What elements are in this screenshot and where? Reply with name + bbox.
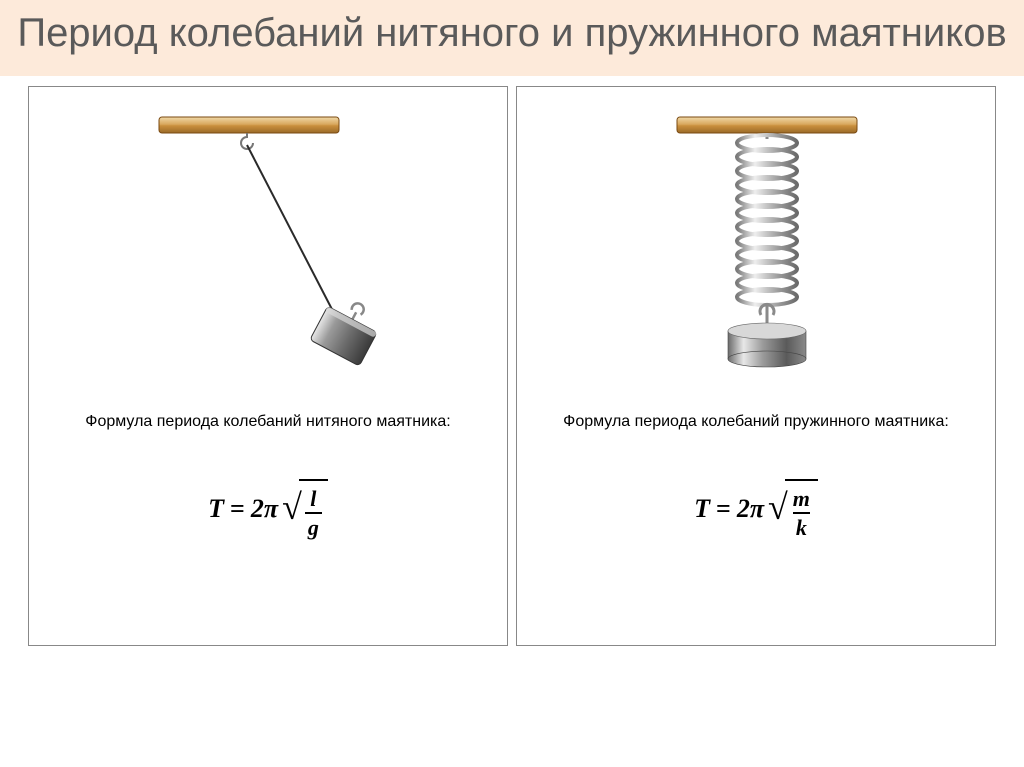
thread-pendulum-svg <box>29 87 509 387</box>
formula-thread: T = 2π √ l g <box>208 479 328 539</box>
frac-num: m <box>791 488 812 512</box>
diagram-thread-pendulum <box>29 87 507 387</box>
sqrt-wrap: √ l g <box>282 479 328 539</box>
frac-den: g <box>305 512 322 539</box>
pendulum-bob-group <box>310 291 385 366</box>
formula-lhs: T <box>208 494 224 524</box>
slide-title: Период колебаний нитяного и пружинного м… <box>0 0 1024 76</box>
spring-coils <box>737 133 797 311</box>
caption-spring: Формула периода колебаний пружинного мая… <box>563 413 949 431</box>
formula-coeff: 2π <box>251 494 278 524</box>
equals-sign: = <box>716 494 731 524</box>
diagram-spring-pendulum <box>517 87 995 387</box>
spring-bob <box>728 323 806 367</box>
spring-pendulum-svg <box>517 87 997 387</box>
frac-den: k <box>793 512 810 539</box>
panels-row: Формула периода колебаний нитяного маятн… <box>0 76 1024 646</box>
pendulum-string <box>247 145 337 319</box>
formula-lhs: T <box>694 494 710 524</box>
panel-thread-pendulum: Формула периода колебаний нитяного маятн… <box>28 86 508 646</box>
caption-thread: Формула периода колебаний нитяного маятн… <box>85 413 450 431</box>
equals-sign: = <box>230 494 245 524</box>
beam <box>159 117 339 133</box>
sqrt-wrap: √ m k <box>768 479 818 539</box>
formula-spring: T = 2π √ m k <box>694 479 818 539</box>
fraction: m k <box>791 488 812 539</box>
panel-spring-pendulum: Формула периода колебаний пружинного мая… <box>516 86 996 646</box>
beam <box>677 117 857 133</box>
fraction: l g <box>305 488 322 539</box>
formula-coeff: 2π <box>737 494 764 524</box>
frac-num: l <box>308 488 318 512</box>
